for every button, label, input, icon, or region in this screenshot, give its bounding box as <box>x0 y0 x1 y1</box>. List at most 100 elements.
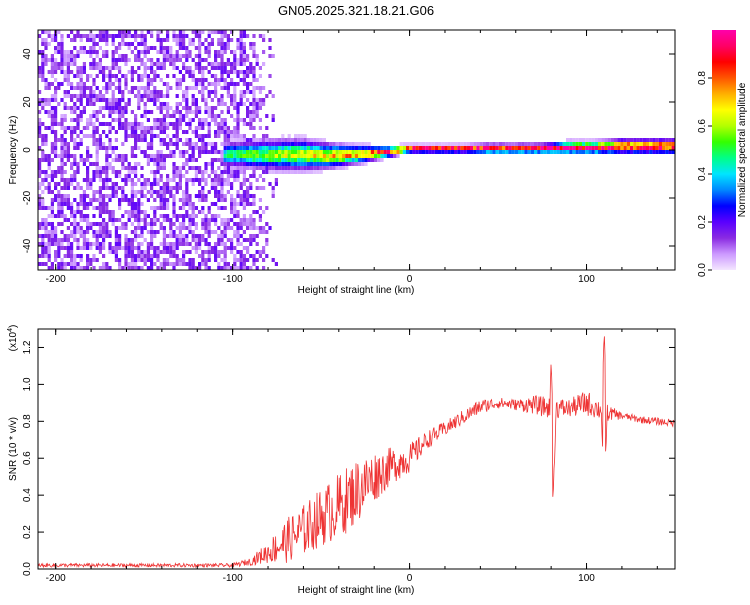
heatmap-cell <box>220 50 224 54</box>
heatmap-cell <box>89 86 93 90</box>
heatmap-cell <box>140 186 144 190</box>
heatmap-cell <box>162 50 166 54</box>
heatmap-cell <box>242 78 246 82</box>
heatmap-cell <box>47 110 51 114</box>
heatmap-cell <box>236 38 240 42</box>
heatmap-cell <box>265 170 269 174</box>
heatmap-cell <box>255 250 259 254</box>
heatmap-cell <box>175 262 179 266</box>
heatmap-cell <box>130 154 134 158</box>
heatmap-cell <box>185 58 189 62</box>
heatmap-cell <box>223 66 227 70</box>
heatmap-cell <box>617 146 621 150</box>
heatmap-cell <box>63 70 67 74</box>
heatmap-cell <box>582 138 586 142</box>
heatmap-cell <box>41 250 45 254</box>
heatmap-cell <box>124 74 128 78</box>
heatmap-cell <box>118 170 122 174</box>
heatmap-cell <box>41 182 45 186</box>
heatmap-cell <box>79 210 83 214</box>
heatmap-cell <box>188 230 192 234</box>
heatmap-cell <box>175 78 179 82</box>
heatmap-cell <box>345 154 349 158</box>
heatmap-cell <box>102 86 106 90</box>
heatmap-cell <box>86 146 90 150</box>
heatmap-cell <box>188 206 192 210</box>
heatmap-cell <box>73 222 77 226</box>
heatmap-cell <box>319 170 323 174</box>
heatmap-cell <box>220 94 224 98</box>
heatmap-cell <box>249 114 253 118</box>
heatmap-cell <box>73 86 77 90</box>
heatmap-cell <box>146 158 150 162</box>
heatmap-cell <box>185 262 189 266</box>
heatmap-cell <box>239 34 243 38</box>
heatmap-cell <box>114 226 118 230</box>
heatmap-cell <box>159 62 163 66</box>
heatmap-cell <box>220 170 224 174</box>
heatmap-cell <box>406 146 410 150</box>
heatmap-cell <box>153 170 157 174</box>
heatmap-cell <box>274 146 278 150</box>
heatmap-cell <box>73 142 77 146</box>
heatmap-cell <box>290 142 294 146</box>
heatmap-cell <box>44 102 48 106</box>
heatmap-cell <box>76 182 80 186</box>
heatmap-cell <box>121 34 125 38</box>
heatmap-cell <box>668 146 672 150</box>
heatmap-cell <box>92 198 96 202</box>
heatmap-cell <box>217 122 221 126</box>
heatmap-cell <box>178 118 182 122</box>
heatmap-cell <box>98 194 102 198</box>
heatmap-cell <box>172 234 176 238</box>
heatmap-cell <box>194 106 198 110</box>
heatmap-cell <box>60 82 64 86</box>
heatmap-cell <box>118 102 122 106</box>
heatmap-cell <box>44 230 48 234</box>
heatmap-cell <box>226 46 230 50</box>
heatmap-cell <box>412 150 416 154</box>
heatmap-cell <box>220 234 224 238</box>
heatmap-cell <box>617 150 621 154</box>
heatmap-cell <box>428 150 432 154</box>
heatmap-cell <box>76 254 80 258</box>
heatmap-cell <box>450 142 454 146</box>
heatmap-cell <box>207 250 211 254</box>
heatmap-cell <box>252 110 256 114</box>
heatmap-cell <box>252 258 256 262</box>
heatmap-cell <box>57 42 61 46</box>
heatmap-cell <box>102 238 106 242</box>
heatmap-cell <box>86 202 90 206</box>
heatmap-cell <box>89 186 93 190</box>
heatmap-cell <box>521 142 525 146</box>
heatmap-cell <box>146 94 150 98</box>
heatmap-cell <box>194 146 198 150</box>
heatmap-cell <box>226 182 230 186</box>
heatmap-cell <box>118 46 122 50</box>
heatmap-cell <box>633 142 637 146</box>
heatmap-cell <box>47 86 51 90</box>
heatmap-cell <box>297 134 301 138</box>
heatmap-cell <box>114 146 118 150</box>
heatmap-cell <box>146 126 150 130</box>
heatmap-cell <box>60 98 64 102</box>
heatmap-cell <box>38 110 42 114</box>
heatmap-cell <box>226 146 230 150</box>
heatmap-cell <box>86 150 90 154</box>
heatmap-cell <box>73 58 77 62</box>
heatmap-cell <box>114 218 118 222</box>
heatmap-cell <box>66 158 70 162</box>
heatmap-cell <box>236 250 240 254</box>
heatmap-cell <box>290 170 294 174</box>
heatmap-cell <box>217 178 221 182</box>
heatmap-cell <box>118 226 122 230</box>
heatmap-cell <box>230 226 234 230</box>
heatmap-cell <box>470 146 474 150</box>
heatmap-cell <box>134 230 138 234</box>
heatmap-cell <box>114 174 118 178</box>
heatmap-cell <box>50 130 54 134</box>
heatmap-cell <box>127 198 131 202</box>
heatmap-cell <box>630 138 634 142</box>
heatmap-cell <box>169 250 173 254</box>
heatmap-cell <box>60 166 64 170</box>
